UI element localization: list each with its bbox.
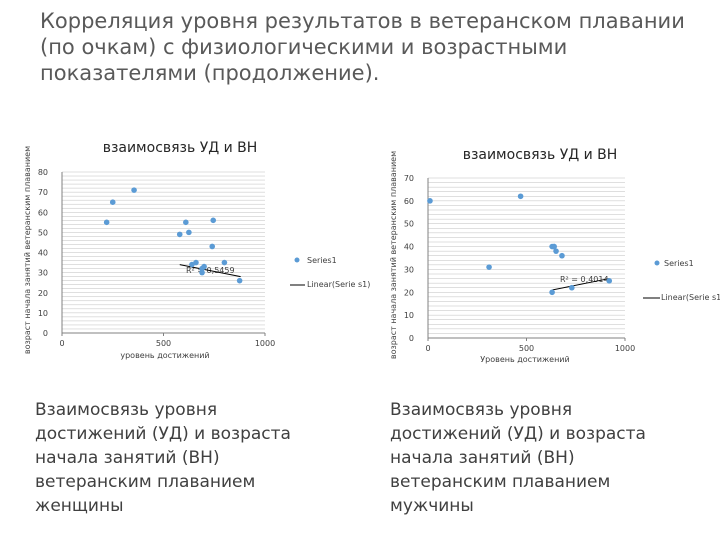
x-tick-label: 500: [156, 339, 171, 348]
data-point: [186, 229, 192, 236]
trendline: [552, 278, 610, 291]
y-tick-label: 30: [404, 265, 414, 274]
caption-men: Взаимосвязь уровня достижений (УД) и воз…: [390, 400, 646, 516]
x-tick-label: 500: [519, 344, 534, 353]
data-point: [183, 219, 189, 226]
data-point: [209, 243, 216, 250]
data-point: [517, 193, 524, 200]
data-point: [193, 259, 199, 266]
x-axis-label: Уровень достижений: [480, 355, 569, 364]
chart-title: взаимосвязь УД и ВН: [103, 140, 258, 156]
data-point: [569, 284, 575, 291]
legend-trend-label: Linear(Serie s1): [307, 280, 370, 289]
y-tick-label: 10: [404, 311, 414, 320]
chart-men: взаимосвязь УД и ВН возраст начала занят…: [389, 147, 720, 364]
data-point: [210, 217, 217, 224]
caption-women: Взаимосвязь уровня достижений (УД) и воз…: [35, 400, 291, 516]
y-axis-label: возраст начала занятий ветеранским плава…: [389, 151, 398, 359]
data-point: [553, 248, 559, 254]
r-squared-annotation: R² = 0,4014: [560, 275, 609, 284]
data-point: [559, 252, 565, 259]
legend-series-marker: [294, 257, 300, 263]
y-tick-label: 50: [38, 228, 48, 237]
data-point: [221, 259, 228, 266]
x-tick-label: 0: [59, 339, 64, 348]
x-tick-label: 1000: [255, 339, 275, 348]
trendline: [179, 264, 241, 278]
data-point: [103, 219, 110, 226]
y-tick-label: 40: [404, 243, 414, 252]
legend-series-marker: [654, 260, 660, 266]
y-tick-label: 60: [404, 197, 414, 206]
data-point: [427, 198, 433, 204]
data-point: [199, 269, 205, 276]
data-point: [486, 264, 492, 270]
x-tick-label: 1000: [615, 344, 635, 353]
y-tick-label: 40: [38, 249, 48, 258]
y-tick-label: 0: [43, 329, 48, 338]
data-point: [109, 199, 116, 205]
y-tick-label: 50: [404, 220, 414, 229]
data-point: [606, 278, 613, 284]
data-point: [131, 187, 137, 193]
legend-trend-label: Linear(Serie s1): [661, 293, 720, 302]
chart-title: взаимосвязь УД и ВН: [463, 147, 618, 163]
y-tick-label: 80: [38, 168, 48, 177]
data-point: [236, 277, 243, 284]
legend-trend-label-text: Linear(Serie s1): [661, 293, 720, 302]
legend-series-label: Series1: [664, 259, 694, 268]
y-tick-label: 20: [38, 289, 48, 298]
y-tick-label: 70: [404, 174, 414, 183]
legend-trend-label-text: Linear(Serie s1): [307, 280, 370, 289]
data-point: [549, 289, 555, 296]
y-tick-label: 30: [38, 269, 48, 278]
y-axis-label: возраст начала занятий ветеранским плава…: [23, 146, 32, 354]
x-tick-label: 0: [425, 344, 430, 353]
y-tick-label: 0: [409, 334, 414, 343]
chart-women: взаимосвязь УД и ВН возраст начала занят…: [23, 140, 370, 360]
legend-series-label: Series1: [307, 256, 337, 265]
data-point: [551, 243, 557, 250]
y-tick-label: 10: [38, 309, 48, 318]
y-tick-label: 20: [404, 288, 414, 297]
data-point: [176, 231, 183, 238]
x-axis-label: уровень достижений: [120, 351, 209, 360]
data-point: [201, 263, 207, 270]
y-tick-label: 60: [38, 208, 48, 217]
slide-title: Корреляция уровня результатов в ветеранс…: [40, 9, 685, 85]
y-tick-label: 70: [38, 188, 48, 197]
